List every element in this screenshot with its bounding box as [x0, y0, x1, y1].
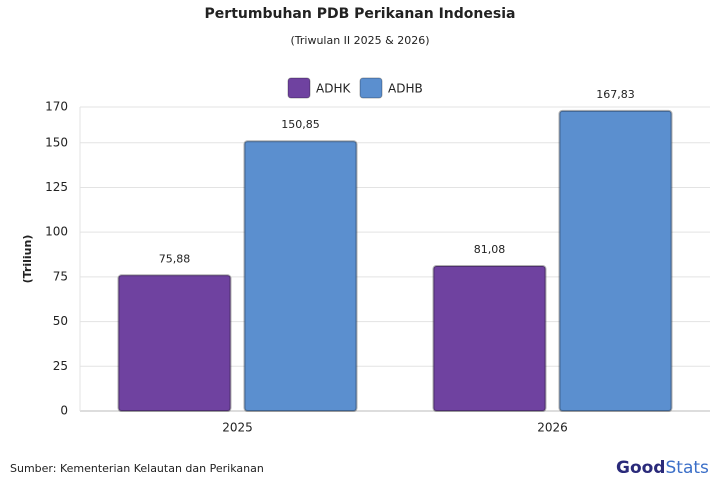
- y-tick-label: 125: [45, 180, 68, 194]
- logo-part: Good: [616, 458, 665, 478]
- y-tick-label: 100: [45, 225, 68, 239]
- x-tick-label: 2025: [222, 421, 253, 435]
- legend-label: ADHK: [316, 82, 351, 96]
- bar: [117, 274, 232, 413]
- y-tick-label: 75: [53, 269, 68, 283]
- y-tick-label: 0: [60, 404, 68, 418]
- y-tick-label: 150: [45, 135, 68, 149]
- value-label: 150,85: [281, 118, 320, 131]
- y-tick-label: 170: [45, 100, 68, 114]
- logo: GoodStats: [616, 458, 709, 478]
- value-label: 167,83: [596, 88, 635, 101]
- source-note: Sumber: Kementerian Kelautan dan Perikan…: [10, 462, 264, 475]
- chart-subtitle: (Triwulan II 2025 & 2026): [290, 34, 429, 47]
- legend-swatch: [359, 77, 383, 99]
- y-tick-label: 50: [53, 314, 68, 328]
- chart-title: Pertumbuhan PDB Perikanan Indonesia: [205, 6, 516, 22]
- bar: [558, 109, 673, 413]
- logo-part: Stats: [665, 458, 709, 478]
- bar: [243, 140, 358, 412]
- bar: [432, 265, 547, 412]
- y-axis-label: (Triliun): [21, 235, 34, 284]
- legend-label: ADHB: [388, 82, 423, 96]
- value-label: 75,88: [159, 252, 191, 265]
- y-tick-label: 25: [53, 359, 68, 373]
- x-tick-label: 2026: [537, 421, 568, 435]
- legend-swatch: [287, 77, 311, 99]
- value-label: 81,08: [474, 243, 506, 256]
